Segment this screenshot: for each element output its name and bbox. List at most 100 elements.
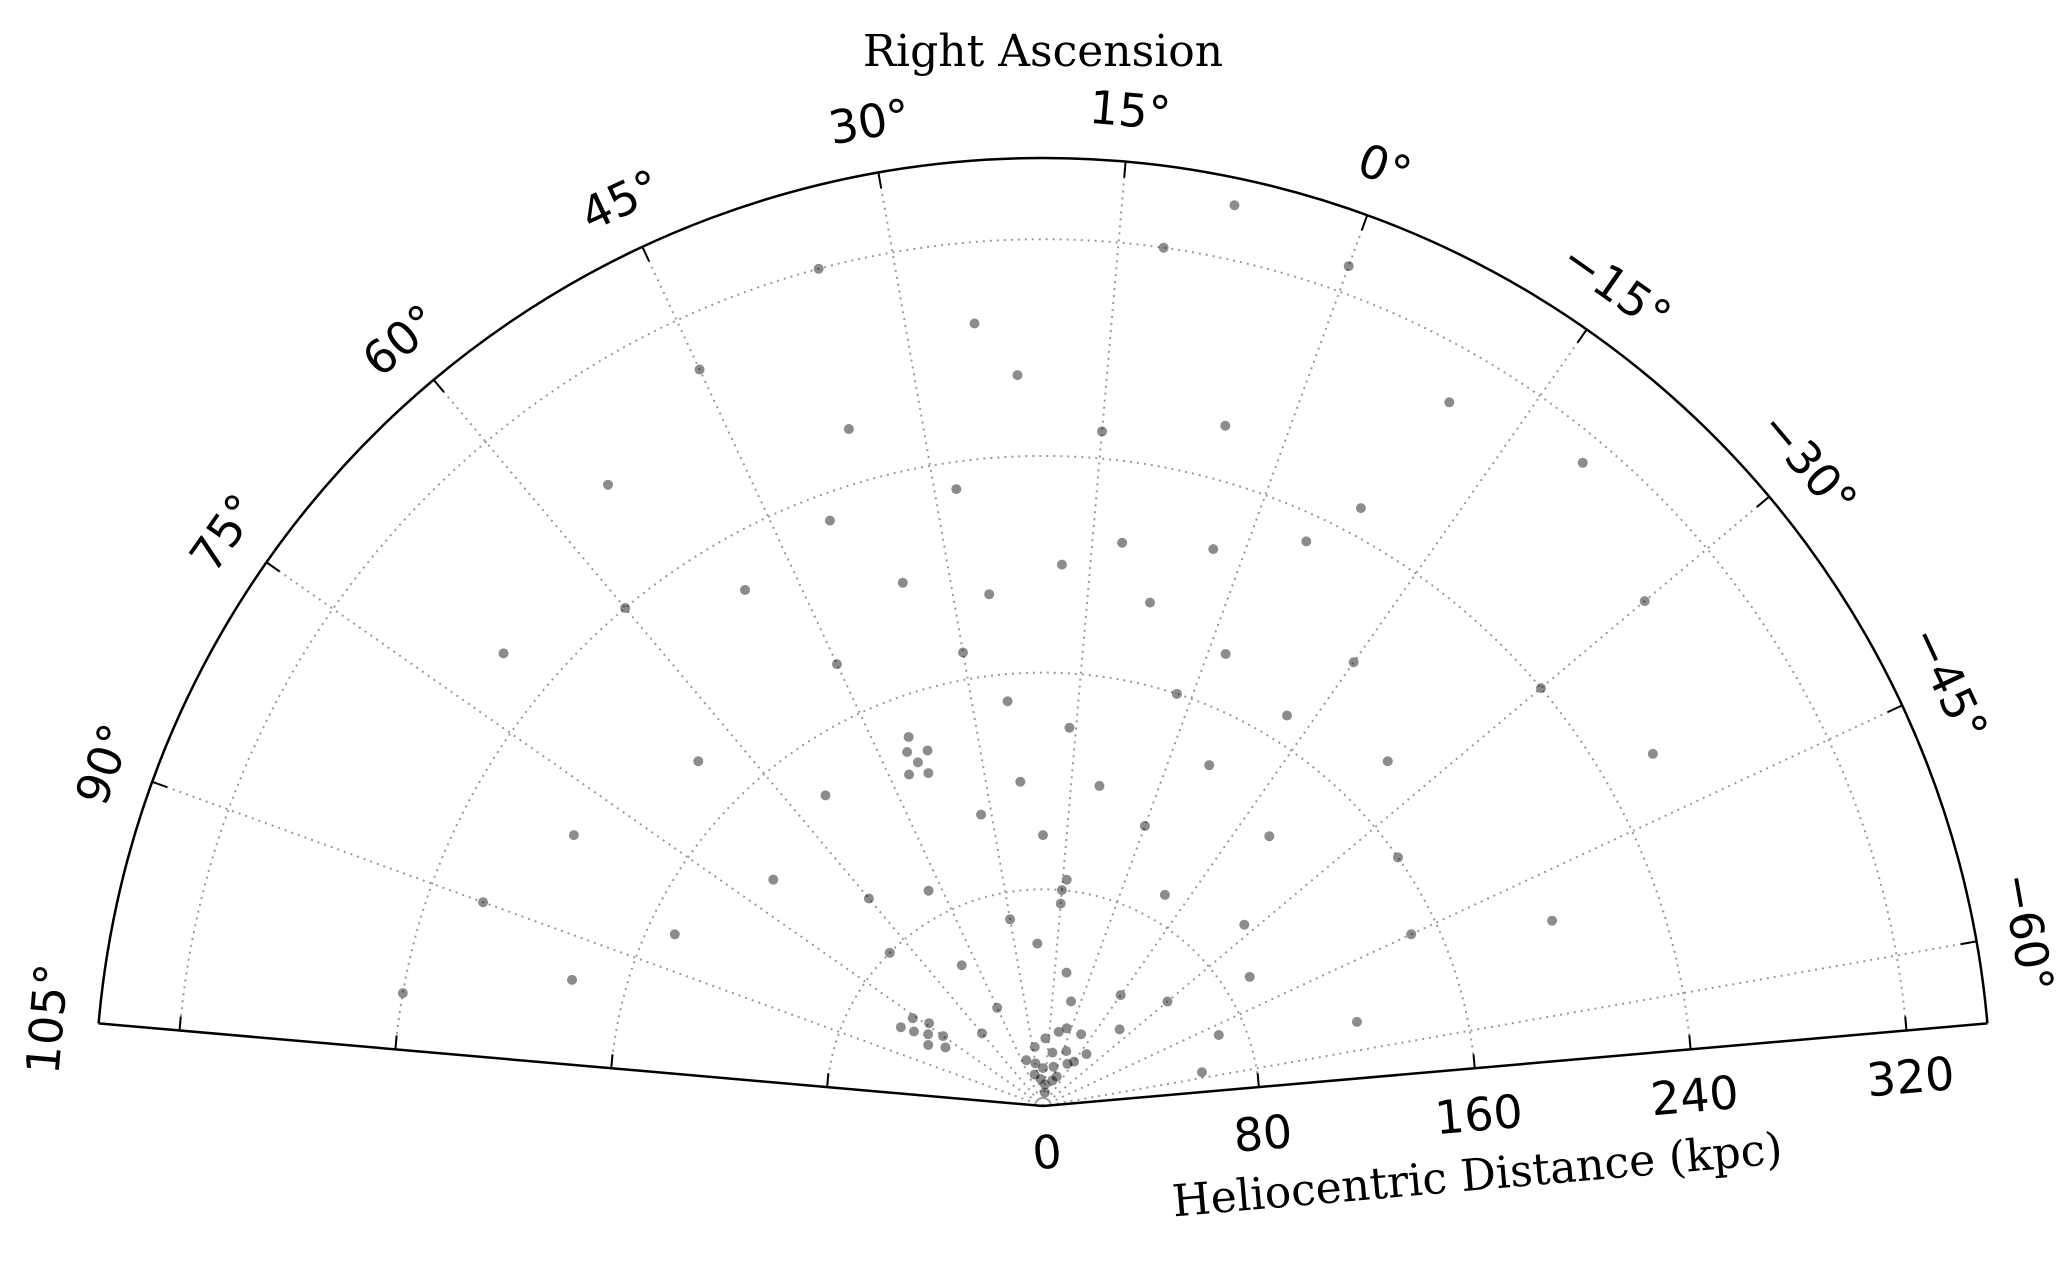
point bbox=[1220, 420, 1231, 431]
point bbox=[984, 589, 995, 600]
point bbox=[1647, 748, 1658, 759]
point bbox=[1220, 648, 1231, 659]
point bbox=[1114, 1024, 1125, 1035]
edge-line bbox=[98, 1022, 1044, 1108]
point bbox=[1208, 544, 1219, 555]
point bbox=[1061, 1046, 1072, 1057]
point bbox=[903, 731, 914, 742]
point bbox=[820, 790, 831, 801]
point bbox=[1040, 1033, 1051, 1044]
point bbox=[498, 648, 509, 659]
point bbox=[1015, 776, 1026, 787]
radial-tick bbox=[1472, 1054, 1476, 1069]
point bbox=[813, 263, 824, 274]
chart-title: Right Ascension bbox=[863, 26, 1223, 77]
grid-circle bbox=[826, 888, 1260, 1088]
radial-tick-label: 240 bbox=[1649, 1065, 1741, 1126]
point bbox=[923, 1029, 934, 1040]
point bbox=[924, 1018, 935, 1029]
point bbox=[1117, 537, 1128, 548]
point bbox=[922, 745, 933, 756]
point bbox=[602, 479, 613, 490]
angle-tick bbox=[641, 246, 651, 262]
point bbox=[1048, 1061, 1059, 1072]
point bbox=[1639, 596, 1650, 607]
point bbox=[1021, 1055, 1032, 1066]
point bbox=[956, 960, 967, 971]
angle-tick bbox=[265, 561, 281, 573]
point bbox=[938, 1031, 949, 1042]
point bbox=[843, 424, 854, 435]
point bbox=[740, 584, 751, 595]
point bbox=[567, 974, 578, 985]
point bbox=[923, 768, 934, 779]
point bbox=[1301, 536, 1312, 547]
point bbox=[1061, 1023, 1072, 1034]
radial-tick bbox=[1688, 1035, 1692, 1050]
point bbox=[824, 515, 835, 526]
angle-tick bbox=[1576, 328, 1588, 344]
point bbox=[1061, 874, 1072, 885]
point bbox=[1115, 990, 1126, 1001]
angle-tick bbox=[1887, 704, 1903, 714]
point bbox=[1382, 756, 1393, 767]
point bbox=[1047, 1047, 1058, 1058]
angle-tick-label: 105° bbox=[16, 961, 79, 1076]
edge-line bbox=[1042, 1022, 1988, 1108]
point bbox=[1196, 1067, 1207, 1078]
point bbox=[1355, 503, 1366, 514]
radial-tick-label: 0 bbox=[1030, 1124, 1064, 1180]
point bbox=[1392, 852, 1403, 863]
point bbox=[1343, 261, 1354, 272]
radial-tick bbox=[610, 1054, 614, 1069]
angle-tick bbox=[1960, 940, 1977, 946]
point bbox=[1535, 683, 1546, 694]
point bbox=[977, 1028, 988, 1039]
point bbox=[1056, 559, 1067, 570]
point bbox=[1139, 821, 1150, 832]
angle-tick bbox=[151, 780, 168, 789]
radial-tick bbox=[826, 1073, 830, 1088]
point bbox=[895, 1022, 906, 1033]
point bbox=[1012, 370, 1023, 381]
point bbox=[1229, 200, 1240, 211]
point bbox=[1055, 898, 1066, 909]
point bbox=[884, 947, 895, 958]
point bbox=[620, 603, 631, 614]
point bbox=[1444, 397, 1455, 408]
point bbox=[1158, 242, 1169, 253]
point bbox=[1056, 885, 1067, 896]
point bbox=[908, 1026, 919, 1037]
point bbox=[1171, 688, 1182, 699]
point bbox=[397, 988, 408, 999]
point bbox=[1264, 831, 1275, 842]
angle-tick bbox=[1123, 161, 1127, 178]
point bbox=[863, 893, 874, 904]
point bbox=[1577, 457, 1588, 468]
point bbox=[693, 756, 704, 767]
points bbox=[397, 200, 1658, 1098]
point bbox=[831, 659, 842, 670]
point bbox=[1162, 996, 1173, 1007]
outer-arc bbox=[97, 156, 1989, 1024]
point bbox=[1213, 1029, 1224, 1040]
point bbox=[478, 897, 489, 908]
point bbox=[1029, 1069, 1040, 1080]
point bbox=[1351, 1016, 1362, 1027]
point bbox=[694, 364, 705, 375]
point bbox=[1029, 1041, 1040, 1052]
angle-tick bbox=[1756, 495, 1770, 508]
point bbox=[1076, 1029, 1087, 1040]
point bbox=[1039, 1079, 1050, 1090]
point bbox=[904, 769, 915, 780]
point bbox=[1094, 780, 1105, 791]
point bbox=[1062, 1058, 1073, 1069]
point bbox=[1030, 1058, 1041, 1069]
point bbox=[669, 929, 680, 940]
point bbox=[1061, 967, 1072, 978]
point bbox=[1239, 919, 1250, 930]
point bbox=[1066, 996, 1077, 1007]
point bbox=[1097, 426, 1108, 437]
point bbox=[923, 1039, 934, 1050]
